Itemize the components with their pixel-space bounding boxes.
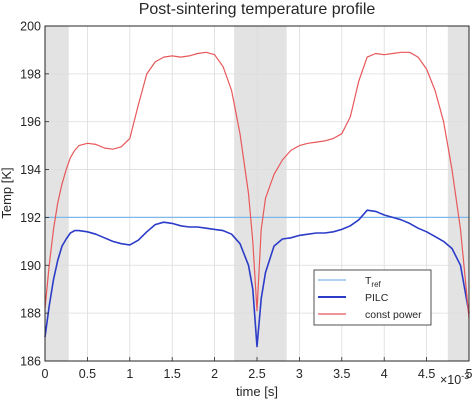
- shaded-region-2: [447, 26, 469, 361]
- y-tick-label-2: 190: [20, 259, 41, 273]
- legend-label-pilc: PILC: [365, 292, 389, 304]
- x-tick-label-9: 4.5: [418, 367, 435, 381]
- series-lines: [44, 51, 470, 348]
- shaded-regions: [45, 26, 469, 361]
- y-axis-ticks: 186 188 190 192 194 196 198 200: [20, 20, 49, 369]
- y-tick-label-3: 192: [20, 211, 41, 225]
- series-line-pilc: [44, 209, 470, 348]
- y-tick-label-1: 188: [20, 307, 41, 321]
- y-tick-label-0: 186: [20, 355, 41, 369]
- legend-label-tref-sub: ref: [371, 280, 381, 289]
- x-tick-label-1: 0.5: [79, 367, 96, 381]
- series-line-const-power: [44, 51, 470, 318]
- legend: Tref PILC const power: [313, 269, 432, 326]
- x-axis-exponent-power: -3: [461, 371, 469, 381]
- shaded-region-0: [45, 26, 69, 361]
- x-tick-label-0: 0: [42, 367, 49, 381]
- x-tick-label-3: 1.5: [164, 367, 181, 381]
- legend-label-const-power: const power: [365, 309, 422, 321]
- x-axis-exponent: ×10-3: [440, 371, 469, 387]
- x-tick-label-7: 3.5: [333, 367, 350, 381]
- x-tick-label-10: 5: [466, 367, 473, 381]
- y-tick-label-6: 198: [20, 67, 41, 81]
- legend-label-tref-main: T: [365, 275, 372, 287]
- y-tick-label-4: 194: [20, 163, 41, 177]
- x-tick-label-8: 4: [381, 367, 388, 381]
- x-tick-label-4: 2: [211, 367, 218, 381]
- legend-label-tref: Tref: [365, 275, 382, 289]
- y-tick-label-5: 196: [20, 115, 41, 129]
- x-axis-ticks: 0 0.5 1 1.5 2 2.5 3 3.5 4 4.5 5: [42, 357, 473, 381]
- y-tick-label-7: 200: [20, 20, 41, 34]
- chart-title: Post-sintering temperature profile: [139, 1, 376, 18]
- x-tick-label-5: 2.5: [248, 367, 265, 381]
- x-tick-label-6: 3: [296, 367, 303, 381]
- x-tick-label-2: 1: [126, 367, 133, 381]
- x-axis-exponent-base: ×10: [440, 373, 461, 387]
- x-axis-label: time [s]: [236, 384, 278, 399]
- y-axis-label: Temp [K]: [0, 167, 14, 218]
